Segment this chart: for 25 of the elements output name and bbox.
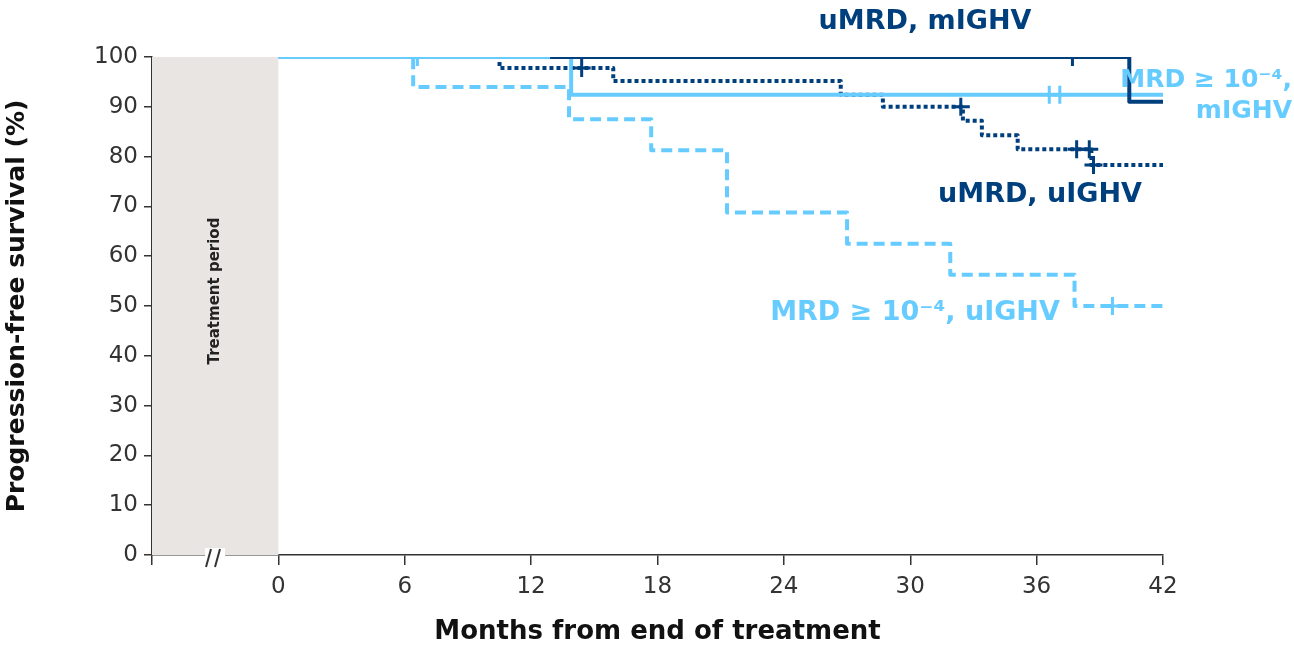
y-tick-label: 30	[108, 390, 138, 417]
y-tick-label: 80	[108, 141, 138, 168]
y-tick-label: 40	[108, 340, 138, 367]
x-axis-title: Months from end of treatment	[434, 615, 881, 646]
series-label: MRD ≥ 10⁻⁴, uIGHV	[770, 295, 1060, 327]
y-tick-label: 10	[108, 490, 138, 517]
x-tick-label: 36	[1021, 571, 1052, 598]
y-tick-label: 90	[108, 91, 138, 118]
y-tick-label: 70	[108, 191, 138, 218]
y-tick-label: 60	[108, 241, 138, 268]
y-tick-label: 50	[108, 290, 138, 317]
band-label: Treatment period	[205, 217, 224, 365]
x-tick-label: 18	[642, 571, 673, 598]
y-tick-label: 0	[123, 539, 138, 566]
x-tick-label: 24	[769, 571, 799, 598]
series-label: uMRD, uIGHV	[938, 177, 1143, 209]
y-axis-title: Progression-free survival (%)	[0, 99, 30, 513]
x-tick-label: 6	[397, 571, 413, 598]
series-label: uMRD, mIGHV	[818, 4, 1032, 36]
x-tick-label: 42	[1148, 571, 1178, 598]
y-tick-label: 100	[94, 41, 138, 68]
x-tick-label: 30	[895, 571, 925, 598]
x-tick-label: 0	[271, 571, 286, 598]
x-tick-label: 12	[516, 571, 546, 598]
y-tick-label: 20	[108, 440, 138, 467]
